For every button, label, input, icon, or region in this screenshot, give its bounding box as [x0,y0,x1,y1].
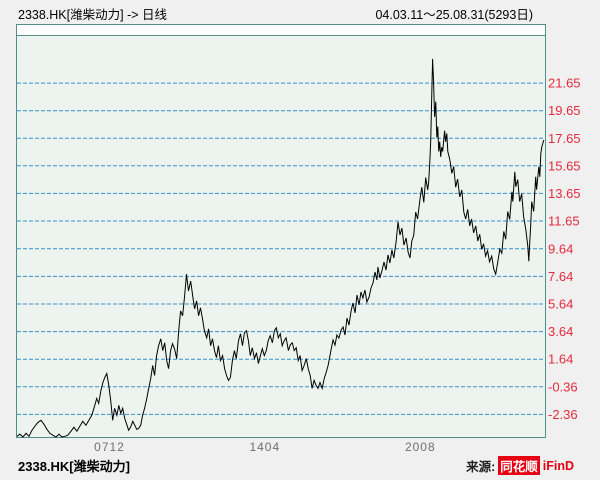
y-axis-label: 11.65 [548,214,580,229]
y-axis-label: 3.64 [548,324,573,339]
y-axis-label: 7.64 [548,269,573,284]
y-axis-label: 19.65 [548,103,581,118]
source-attribution: 来源: 同花顺 iFinD [466,456,574,475]
y-axis-label: 5.64 [548,297,573,312]
y-axis-labels: 21.65 19.65 17.65 15.65 13.65 11.65 9.64 7.64 5.… [548,76,581,422]
y-axis-label: 13.65 [548,186,581,201]
plot-area [16,35,546,438]
y-axis-label: 17.65 [548,131,581,146]
date-range: 04.03.11～25.08.31(5293日) [375,8,533,22]
footer-symbol: 2338.HK[潍柴动力] [18,459,130,474]
y-axis-label: -2.36 [548,407,578,422]
chart-title: 2338.HK[潍柴动力] -> 日线 [18,8,167,22]
x-axis-label: 0712 [94,440,125,454]
y-axis-label: -0.36 [548,379,578,394]
source-product: iFinD [542,458,574,473]
x-axis-label: 1404 [249,440,280,454]
x-axis-label: 2008 [405,440,436,454]
y-axis-label: 21.65 [548,76,581,91]
y-axis-label: 9.64 [548,241,573,256]
source-brand-badge: 同花顺 [498,456,540,475]
y-axis-label: 1.64 [548,352,573,367]
y-axis-label: 15.65 [548,158,581,173]
source-label: 来源: [466,460,496,474]
x-axis-labels: 0712 1404 2008 [94,440,436,454]
